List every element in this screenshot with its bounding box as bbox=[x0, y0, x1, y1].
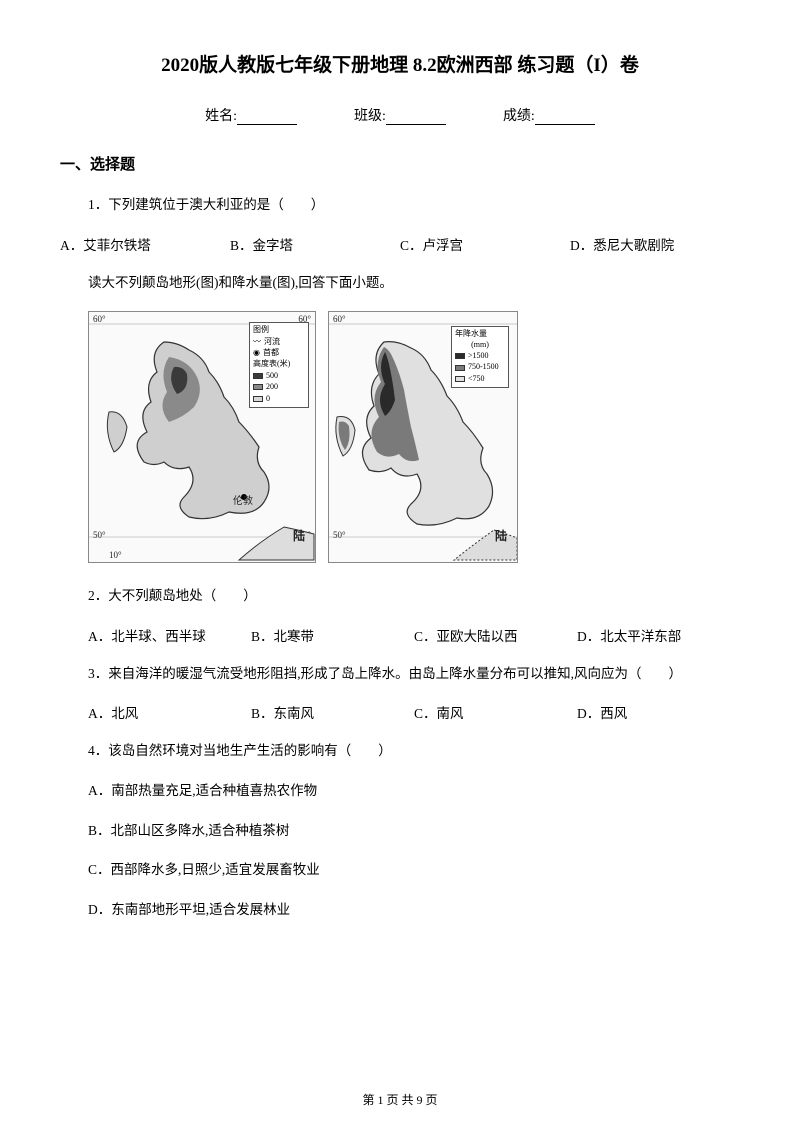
q1-opt-b: B．金字塔 bbox=[230, 234, 400, 254]
capital-label: 伦敦 bbox=[233, 492, 253, 507]
q3-opt-b: B．东南风 bbox=[251, 702, 414, 722]
q1-opt-d: D．悉尼大歌剧院 bbox=[570, 234, 740, 254]
student-info-row: 姓名: 班级: 成绩: bbox=[60, 105, 740, 125]
terrain-legend: 图例 〰河流 ◉首都 高度表(米) 500 200 0 bbox=[249, 322, 309, 408]
page-footer: 第 1 页 共 9 页 bbox=[0, 1091, 800, 1108]
page-title: 2020版人教版七年级下册地理 8.2欧洲西部 练习题（I）卷 bbox=[60, 50, 740, 77]
elev-0: 0 bbox=[266, 394, 270, 404]
q4-opt-c: C．西部降水多,日照少,适宜发展畜牧业 bbox=[88, 859, 740, 881]
rainfall-map: 60° 50° 陆 年降水量 (mm) >1500 750-1500 <750 bbox=[328, 311, 518, 563]
q2-opt-b: B．北寒带 bbox=[251, 625, 414, 645]
legend-title-left: 图例 bbox=[253, 325, 305, 335]
question-3-text: 3．来自海洋的暖湿气流受地形阻挡,形成了岛上降水。由岛上降水量分布可以推知,风向… bbox=[60, 663, 740, 685]
q4-opt-d: D．东南部地形平坦,适合发展林业 bbox=[88, 899, 740, 921]
q2-opt-d: D．北太平洋东部 bbox=[577, 625, 740, 645]
rain-750: 750-1500 bbox=[468, 362, 499, 372]
elev-200: 200 bbox=[266, 382, 278, 392]
legend-river: 河流 bbox=[264, 337, 280, 347]
elev-500: 500 bbox=[266, 371, 278, 381]
q4-opt-b: B．北部山区多降水,适合种植茶树 bbox=[88, 820, 740, 842]
name-blank bbox=[237, 111, 297, 125]
class-label: 班级: bbox=[354, 109, 386, 124]
section-1-heading: 一、选择题 bbox=[60, 153, 740, 174]
maps-container: 60° 60° 50° 50° 10° 0° 伦敦 陆 图例 〰河流 ◉首都 高… bbox=[60, 311, 740, 563]
q1-opt-c: C．卢浮宫 bbox=[400, 234, 570, 254]
legend-elev-title: 高度表(米) bbox=[253, 359, 305, 369]
rain-legend-title: 年降水量 bbox=[455, 329, 505, 339]
question-4-options: A．南部热量充足,适合种植喜热农作物 B．北部山区多降水,适合种植茶树 C．西部… bbox=[60, 780, 740, 920]
question-1-options: A．艾菲尔铁塔 B．金字塔 C．卢浮宫 D．悉尼大歌剧院 bbox=[60, 234, 740, 254]
map-intro-text: 读大不列颠岛地形(图)和降水量(图),回答下面小题。 bbox=[60, 272, 740, 294]
question-4-text: 4．该岛自然环境对当地生产生活的影响有（ ） bbox=[60, 740, 740, 762]
legend-capital: 首都 bbox=[263, 348, 279, 358]
question-2-text: 2．大不列颠岛地处（ ） bbox=[60, 585, 740, 607]
q3-opt-a: A．北风 bbox=[88, 702, 251, 722]
rainfall-legend: 年降水量 (mm) >1500 750-1500 <750 bbox=[451, 326, 509, 388]
q2-opt-c: C．亚欧大陆以西 bbox=[414, 625, 577, 645]
land-label-right: 陆 bbox=[495, 527, 507, 544]
question-1-text: 1．下列建筑位于澳大利亚的是（ ） bbox=[60, 194, 740, 216]
land-label-left: 陆 bbox=[293, 527, 305, 544]
question-3-options: A．北风 B．东南风 C．南风 D．西风 bbox=[60, 702, 740, 722]
q3-opt-d: D．西风 bbox=[577, 702, 740, 722]
rain-lt750: <750 bbox=[468, 374, 485, 384]
q4-opt-a: A．南部热量充足,适合种植喜热农作物 bbox=[88, 780, 740, 802]
question-2-options: A．北半球、西半球 B．北寒带 C．亚欧大陆以西 D．北太平洋东部 bbox=[60, 625, 740, 645]
class-blank bbox=[386, 111, 446, 125]
q2-opt-a: A．北半球、西半球 bbox=[88, 625, 251, 645]
score-blank bbox=[535, 111, 595, 125]
q1-opt-a: A．艾菲尔铁塔 bbox=[60, 234, 230, 254]
q3-opt-c: C．南风 bbox=[414, 702, 577, 722]
terrain-map: 60° 60° 50° 50° 10° 0° 伦敦 陆 图例 〰河流 ◉首都 高… bbox=[88, 311, 316, 563]
score-label: 成绩: bbox=[503, 109, 535, 124]
name-label: 姓名: bbox=[205, 109, 237, 124]
rain-legend-unit: (mm) bbox=[455, 340, 505, 350]
rain-1500: >1500 bbox=[468, 351, 489, 361]
